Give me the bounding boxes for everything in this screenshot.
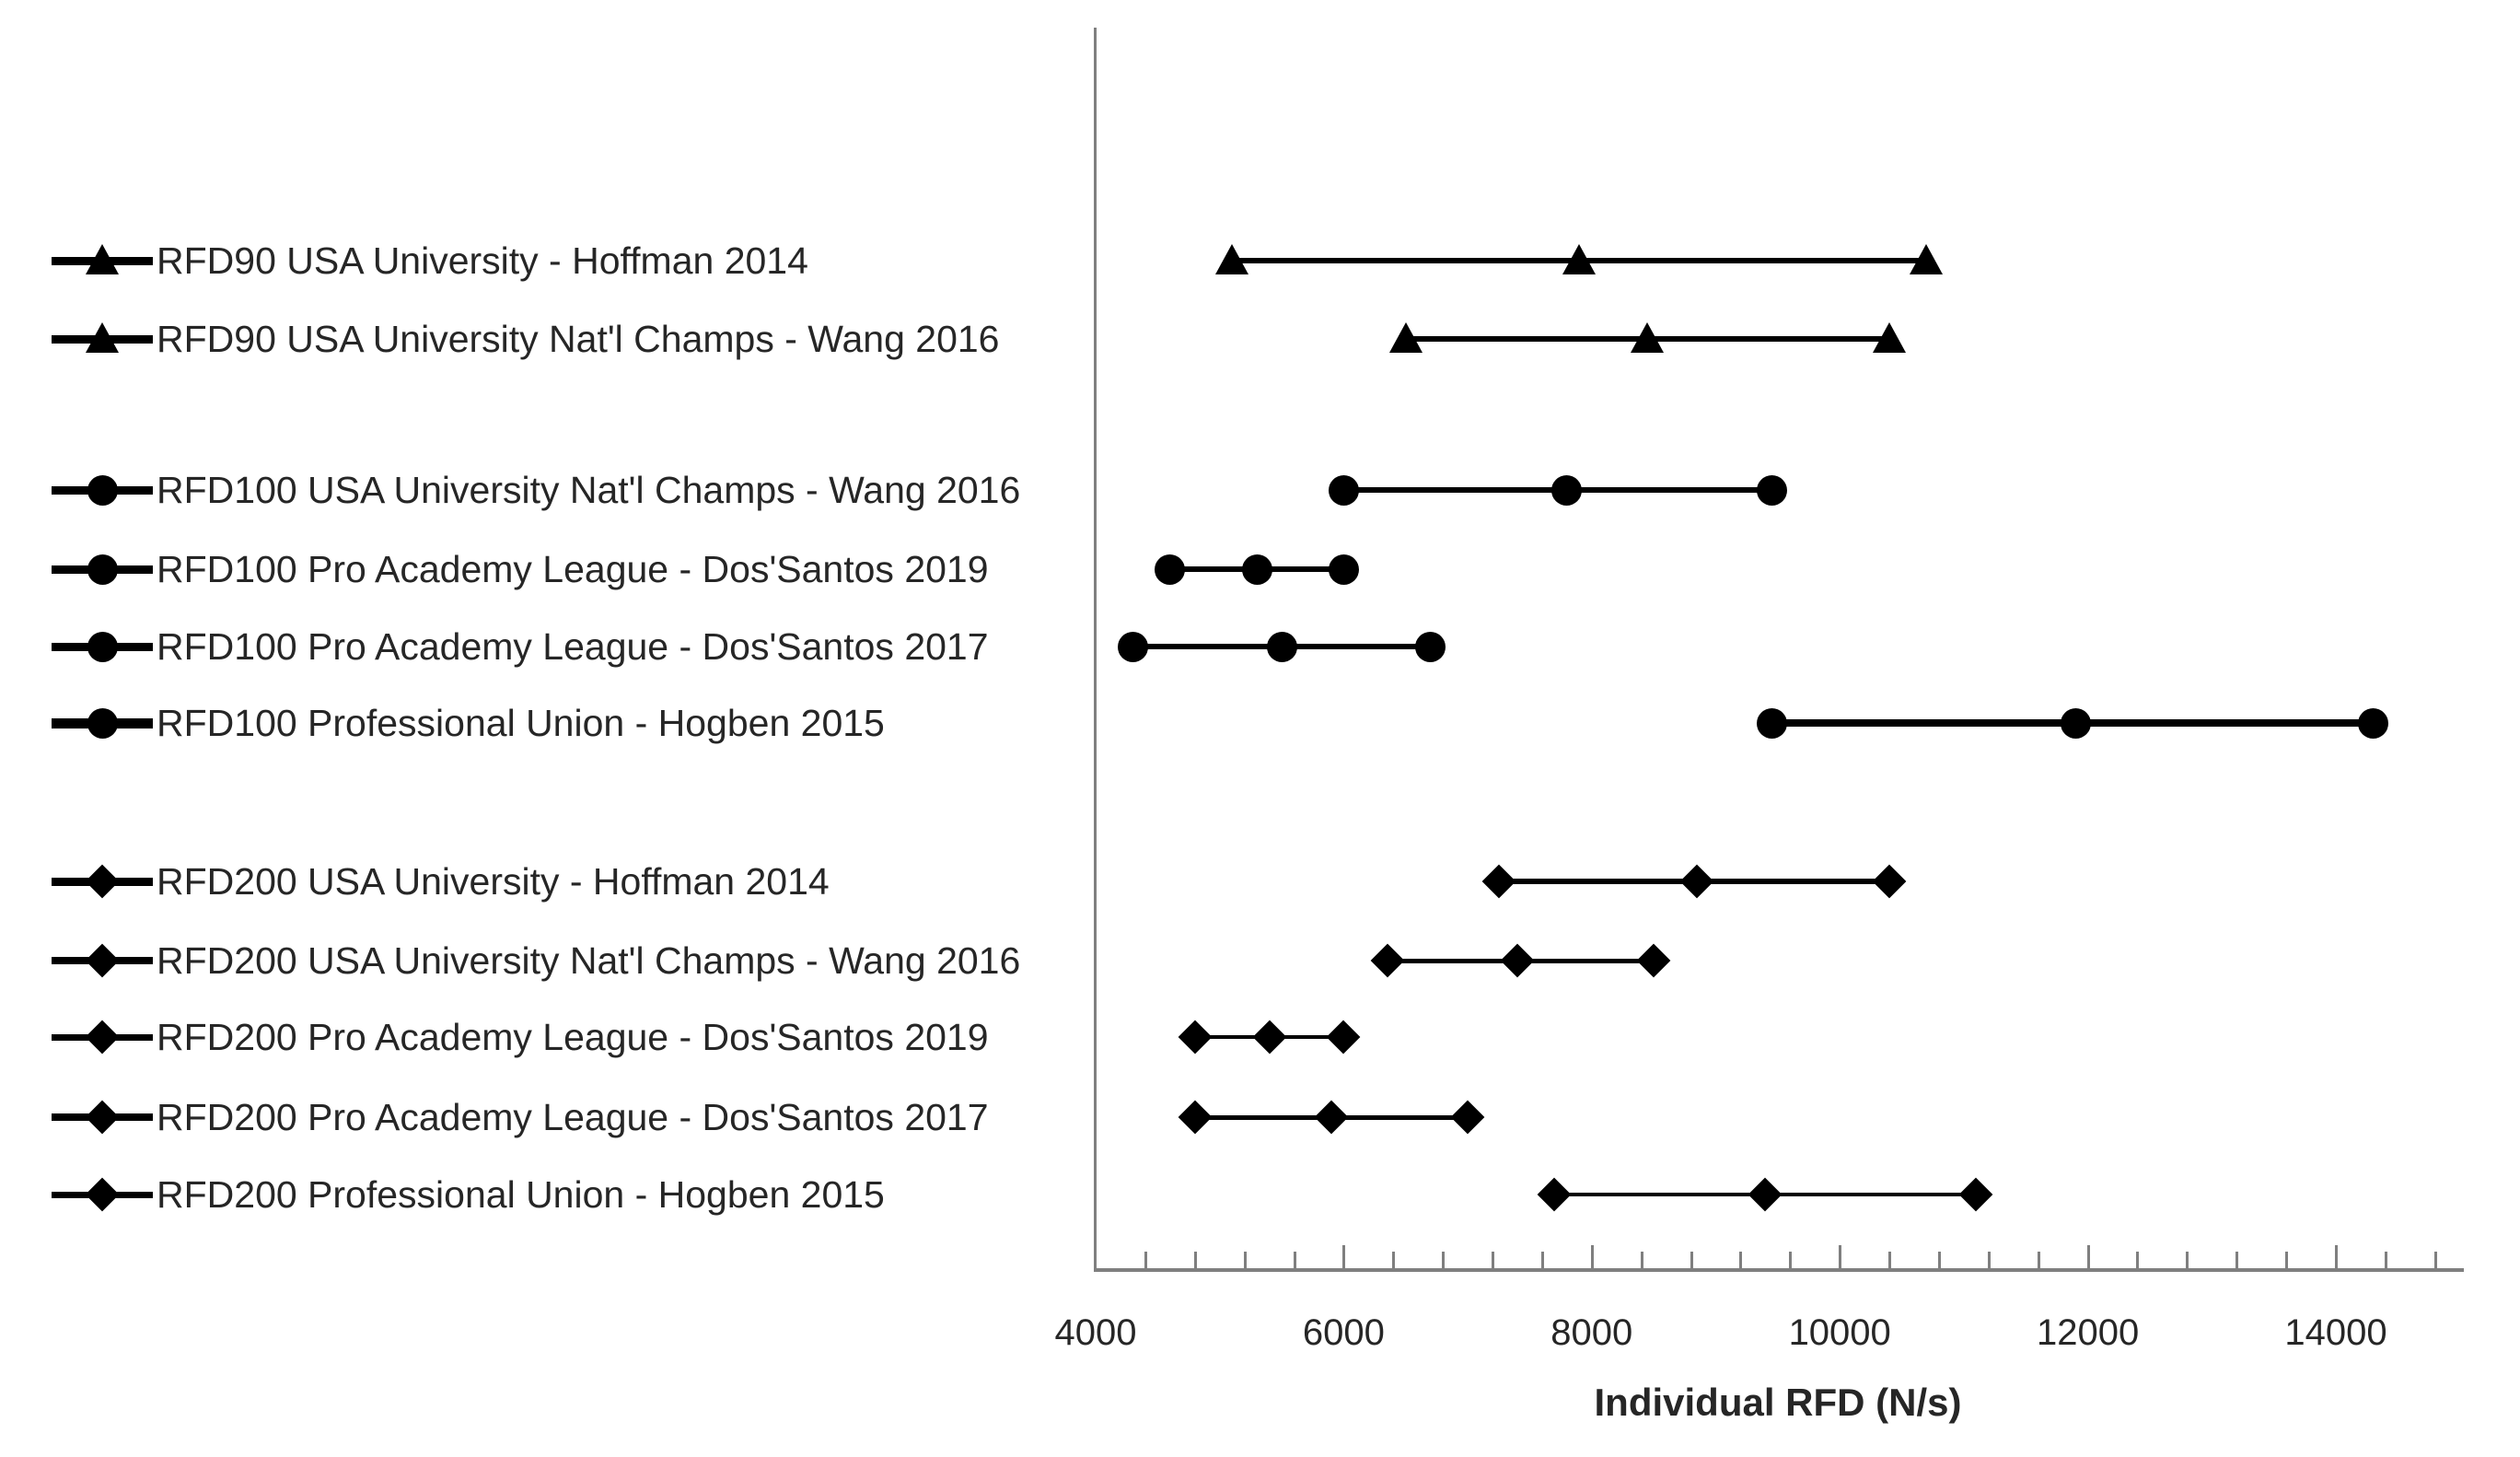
circle-legend-marker-icon [87,707,118,739]
diamond-marker-max [1450,1100,1485,1135]
x-axis-tick-label: 6000 [1302,1312,1385,1353]
legend-label: RFD200 Pro Academy League - Dos'Santos 2… [157,1096,989,1138]
triangle-legend-marker-icon [86,244,119,274]
triangle-marker-max [1910,244,1944,274]
y-axis-line [1094,28,1097,1270]
x-axis-minor-tick [2285,1252,2289,1270]
x-axis-minor-tick [2235,1252,2239,1270]
circle-marker-min [1155,554,1186,585]
triangle-marker-min [1215,244,1249,274]
circle-marker-min [1756,707,1787,739]
triangle-marker-min [1388,322,1423,353]
x-axis-line [1094,1268,2464,1272]
x-axis-tick-label: 10000 [1788,1312,1891,1353]
triangle-legend-marker-icon [86,322,119,353]
x-axis-major-tick [1342,1245,1346,1270]
circle-marker-mid [1266,631,1297,662]
legend-label: RFD100 USA University Nat'l Champs - Wan… [157,469,1021,511]
x-axis-minor-tick [1193,1252,1197,1270]
diamond-marker-max [1958,1177,1993,1212]
x-axis-minor-tick [1293,1252,1296,1270]
diamond-legend-marker-icon [85,1100,120,1135]
diamond-marker-mid [1748,1177,1783,1212]
legend-label: RFD200 Pro Academy League - Dos'Santos 2… [157,1016,989,1058]
x-axis-minor-tick [1492,1252,1495,1270]
diamond-marker-min [1537,1177,1572,1212]
diamond-marker-min [1178,1100,1213,1135]
diamond-legend-marker-icon [85,943,120,978]
legend-label: RFD200 USA University Nat'l Champs - Wan… [157,939,1021,982]
x-axis-minor-tick [1789,1252,1793,1270]
x-axis-tick-label: 12000 [2036,1312,2140,1353]
x-axis-major-tick [1590,1245,1594,1270]
x-axis-tick-label: 14000 [2284,1312,2387,1353]
triangle-marker-mid [1562,244,1597,274]
diamond-marker-mid [1252,1020,1286,1055]
legend-label: RFD90 USA University Nat'l Champs - Wang… [157,318,1000,360]
diamond-marker-min [1178,1020,1213,1055]
diamond-marker-mid [1679,864,1714,899]
x-axis-minor-tick [1739,1252,1743,1270]
x-axis-minor-tick [1442,1252,1446,1270]
legend-label: RFD100 Pro Academy League - Dos'Santos 2… [157,548,989,590]
x-axis-major-tick [2086,1245,2090,1270]
circle-marker-max [1328,554,1359,585]
x-axis-minor-tick [1888,1252,1892,1270]
x-axis-minor-tick [1144,1252,1147,1270]
circle-marker-max [1415,631,1446,662]
x-axis-minor-tick [1540,1252,1544,1270]
diamond-legend-marker-icon [85,1020,120,1055]
diamond-marker-max [1327,1020,1361,1055]
x-axis-major-tick [2335,1245,2338,1270]
x-axis-minor-tick [1243,1252,1247,1270]
x-axis-tick-label: 4000 [1054,1312,1137,1353]
circle-marker-max [2357,707,2388,739]
x-axis-title: Individual RFD (N/s) [1594,1381,1962,1424]
circle-marker-max [1756,474,1787,506]
triangle-marker-max [1873,322,1907,353]
circle-marker-mid [1241,554,1272,585]
diamond-marker-mid [1500,943,1535,978]
legend-label: RFD200 Professional Union - Hogben 2015 [157,1173,885,1216]
legend-label: RFD90 USA University - Hoffman 2014 [157,239,808,282]
x-axis-minor-tick [1640,1252,1643,1270]
diamond-marker-mid [1314,1100,1349,1135]
x-axis-tick-label: 8000 [1550,1312,1633,1353]
x-axis-minor-tick [2037,1252,2040,1270]
circle-legend-marker-icon [87,631,118,662]
x-axis-minor-tick [2433,1252,2437,1270]
diamond-legend-marker-icon [85,864,120,899]
x-axis-minor-tick [2384,1252,2387,1270]
circle-marker-min [1117,631,1148,662]
diamond-marker-max [1636,943,1671,978]
x-axis-minor-tick [2136,1252,2140,1270]
legend-label: RFD100 Professional Union - Hogben 2015 [157,702,885,744]
x-axis-minor-tick [1987,1252,1991,1270]
diamond-legend-marker-icon [85,1177,120,1212]
diamond-marker-max [1872,864,1907,899]
circle-legend-marker-icon [87,474,118,506]
legend-label: RFD100 Pro Academy League - Dos'Santos 2… [157,625,989,668]
circle-marker-mid [2060,707,2091,739]
x-axis-minor-tick [1937,1252,1941,1270]
legend-label: RFD200 USA University - Hoffman 2014 [157,860,830,903]
diamond-marker-min [1370,943,1404,978]
x-axis-minor-tick [1690,1252,1693,1270]
circle-marker-mid [1551,474,1583,506]
triangle-marker-mid [1631,322,1665,353]
diamond-marker-min [1481,864,1516,899]
circle-marker-min [1328,474,1359,506]
circle-legend-marker-icon [87,554,118,585]
x-axis-minor-tick [2186,1252,2189,1270]
x-axis-major-tick [1839,1245,1842,1270]
x-axis-minor-tick [1392,1252,1396,1270]
